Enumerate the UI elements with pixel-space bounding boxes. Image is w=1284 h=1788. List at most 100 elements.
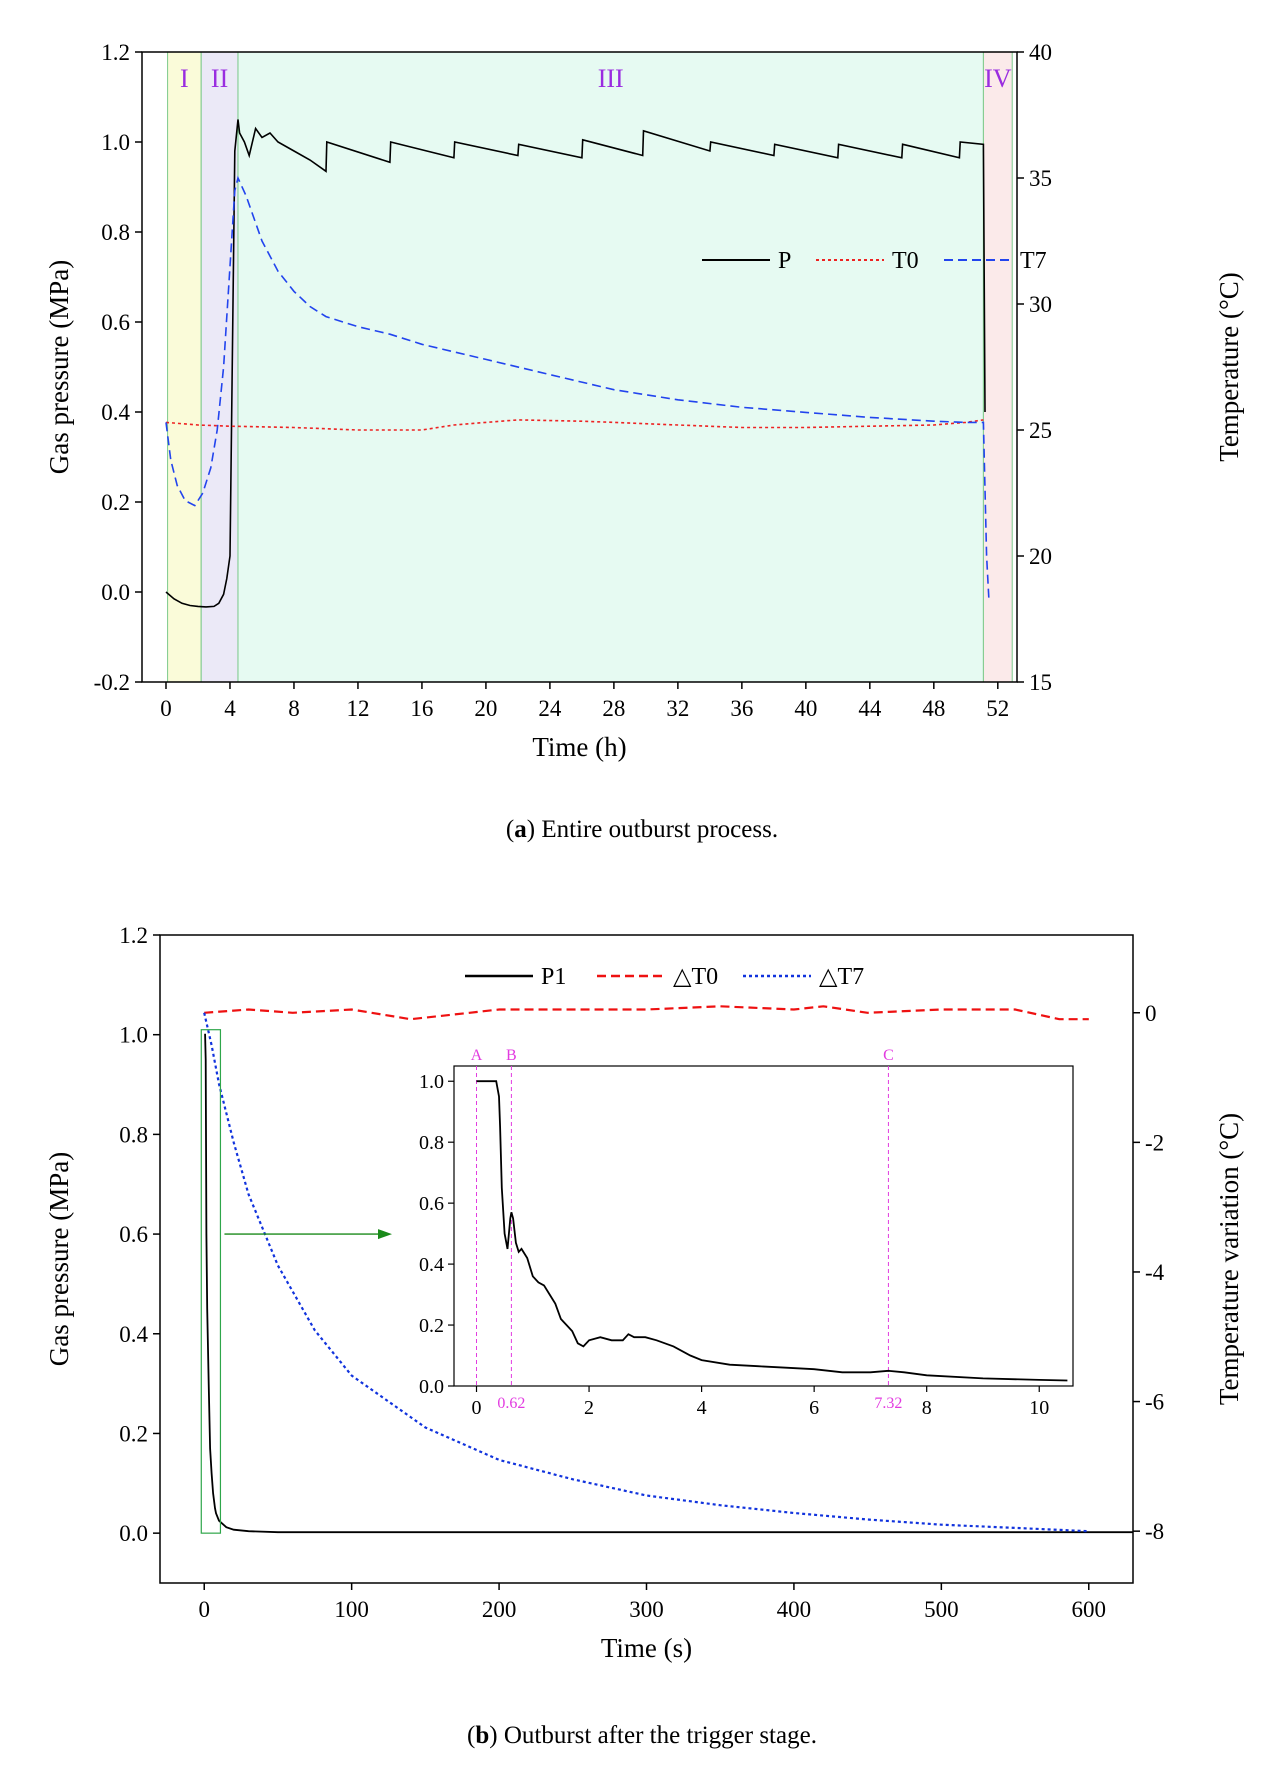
- inset-x-tick-label: 10: [1029, 1397, 1049, 1419]
- plot-frame-a: [141, 51, 1018, 683]
- caption-a: (a) Entire outburst process.: [505, 816, 779, 843]
- y-axis-title-b: Gas pressure (MPa): [44, 1152, 74, 1366]
- x-tick-label-a: 8: [288, 696, 300, 721]
- x-axis-title-b: Time (s): [601, 1633, 692, 1663]
- y-tick-label-a: 0.0: [101, 580, 130, 605]
- x-tick-label-b: 300: [629, 1597, 664, 1622]
- inset-frame: [453, 1065, 1074, 1387]
- x-tick-label-a: 24: [538, 696, 562, 721]
- caption-a-text: Entire outburst process.: [535, 816, 779, 843]
- stage-label-I: I: [180, 64, 189, 93]
- x-tick-label-b: 400: [777, 1597, 812, 1622]
- stage-label-IV: IV: [984, 64, 1012, 93]
- inset-y-tick-label: 0.6: [419, 1193, 444, 1215]
- y-axis-title-a: Gas pressure (MPa): [44, 260, 74, 474]
- inset-series-line-P1: [476, 1080, 1068, 1382]
- x-tick-label-a: 0: [160, 696, 172, 721]
- series-line-△T0: [204, 1005, 1089, 1021]
- x-tick-label-a: 32: [666, 696, 689, 721]
- y-tick-label-b: 0.4: [119, 1322, 148, 1347]
- series-line-△T7: [203, 1012, 1089, 1533]
- y-tick-label-a: 0.6: [101, 310, 130, 335]
- y2-tick-label-a: 40: [1029, 40, 1052, 65]
- x-tick-label-a: 44: [858, 696, 882, 721]
- legend-label-P: P: [778, 248, 791, 274]
- inset-y-tick-label: 0.8: [419, 1132, 444, 1154]
- y-tick-label-b: 1.0: [119, 1023, 148, 1048]
- y-tick-label-a: 0.8: [101, 220, 130, 245]
- stage-label-III: III: [598, 64, 624, 93]
- y2-tick-label-b: -6: [1145, 1390, 1164, 1415]
- y-tick-label-b: 0.8: [119, 1122, 148, 1147]
- inset-marker-label-A: A: [471, 1047, 483, 1064]
- y2-axis-title-a: Temperature (°C): [1214, 272, 1244, 462]
- inset-marker-label-C: C: [883, 1047, 894, 1064]
- x-tick-label-a: 52: [986, 696, 1009, 721]
- inset-marker-value-B: 0.62: [497, 1395, 525, 1412]
- y-tick-label-a: 1.2: [101, 40, 130, 65]
- x-tick-label-a: 48: [922, 696, 945, 721]
- x-tick-label-b: 200: [482, 1597, 517, 1622]
- stage-band-III: [237, 51, 984, 683]
- x-tick-label-a: 28: [602, 696, 625, 721]
- x-tick-label-b: 600: [1072, 1597, 1107, 1622]
- y2-tick-label-a: 30: [1029, 292, 1052, 317]
- y-tick-label-a: 0.2: [101, 490, 130, 515]
- inset-x-tick-label: 6: [809, 1397, 819, 1419]
- x-tick-label-a: 20: [474, 696, 497, 721]
- x-tick-label-a: 16: [410, 696, 433, 721]
- y2-tick-label-a: 15: [1029, 670, 1052, 695]
- inset-x-tick-label: 4: [697, 1397, 707, 1419]
- caption-b: (b) Outburst after the trigger stage.: [467, 1722, 817, 1749]
- legend-label-T0: T0: [892, 248, 919, 274]
- inset-x-tick-label: 8: [922, 1397, 932, 1419]
- inset-y-tick-label: 0.2: [419, 1315, 444, 1337]
- y-tick-label-a: 0.4: [101, 400, 130, 425]
- y2-tick-label-b: -8: [1145, 1519, 1164, 1544]
- x-tick-label-a: 40: [794, 696, 817, 721]
- stage-band-IV: [982, 51, 1013, 683]
- inset-y-tick-label: 1.0: [419, 1071, 444, 1093]
- series-line-P: [165, 119, 986, 608]
- inset-y-tick-label: 0.4: [419, 1254, 444, 1276]
- x-tick-label-a: 36: [730, 696, 753, 721]
- y2-tick-label-a: 20: [1029, 544, 1052, 569]
- series-line-T0: [165, 419, 984, 431]
- legend-label-P1: P1: [541, 964, 566, 990]
- series-line-T7: [165, 175, 990, 602]
- legend-label-T7: T7: [1020, 248, 1047, 274]
- y2-axis-title-b: Temperature variation (°C): [1214, 1113, 1244, 1405]
- caption-b-letter: b: [475, 1722, 490, 1749]
- x-tick-label-b: 100: [334, 1597, 369, 1622]
- caption-a-letter: a: [514, 816, 527, 843]
- x-tick-label-a: 12: [346, 696, 369, 721]
- y-tick-label-a: 1.0: [101, 130, 130, 155]
- zoom-region-box: [200, 1029, 222, 1534]
- inset-marker-label-B: B: [506, 1047, 517, 1064]
- y2-tick-label-b: -2: [1145, 1130, 1164, 1155]
- y2-tick-label-a: 35: [1029, 166, 1052, 191]
- caption-b-text: Outburst after the trigger stage.: [497, 1722, 817, 1749]
- y-tick-label-b: 0.2: [119, 1421, 148, 1446]
- legend-label-△T0: △T0: [673, 964, 718, 990]
- x-tick-label-a: 4: [224, 696, 236, 721]
- inset-y-tick-label: 0.0: [419, 1376, 444, 1398]
- y2-tick-label-b: -4: [1145, 1260, 1165, 1285]
- series-line-P1: [204, 1033, 1133, 1534]
- inset-x-tick-label: 2: [584, 1397, 594, 1419]
- y2-tick-label-a: 25: [1029, 418, 1052, 443]
- legend-label-△T7: △T7: [819, 964, 864, 990]
- y-tick-label-b: 1.2: [119, 923, 148, 948]
- x-tick-label-b: 500: [924, 1597, 959, 1622]
- y-tick-label-a: -0.2: [94, 670, 130, 695]
- stage-band-I: [167, 51, 202, 683]
- x-axis-title-a: Time (h): [532, 732, 626, 762]
- x-tick-label-b: 0: [198, 1597, 210, 1622]
- stage-label-II: II: [211, 64, 228, 93]
- inset-marker-value-C: 7.32: [874, 1395, 902, 1412]
- y-tick-label-b: 0.6: [119, 1222, 148, 1247]
- zoom-arrow-head: [378, 1229, 392, 1240]
- y-tick-label-b: 0.0: [119, 1521, 148, 1546]
- y2-tick-label-b: 0: [1145, 1001, 1157, 1026]
